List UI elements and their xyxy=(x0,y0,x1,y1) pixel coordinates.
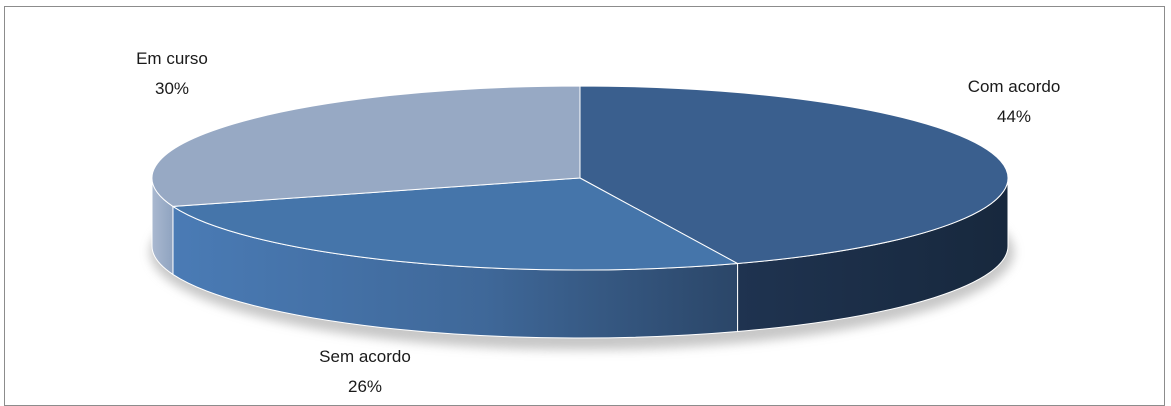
pie-slice-em-curso xyxy=(151,85,581,207)
data-label-category-em-curso: Em curso xyxy=(136,49,208,68)
data-label-value-sem-acordo: 26% xyxy=(348,377,382,396)
pie-slice-sem-acordo xyxy=(171,177,740,271)
data-label-category-com-acordo: Com acordo xyxy=(968,77,1061,96)
data-label-value-em-curso: 30% xyxy=(155,79,189,98)
data-label-value-com-acordo: 44% xyxy=(997,107,1031,126)
data-label-category-sem-acordo: Sem acordo xyxy=(319,347,411,366)
pie-slice-com-acordo xyxy=(579,85,1009,265)
